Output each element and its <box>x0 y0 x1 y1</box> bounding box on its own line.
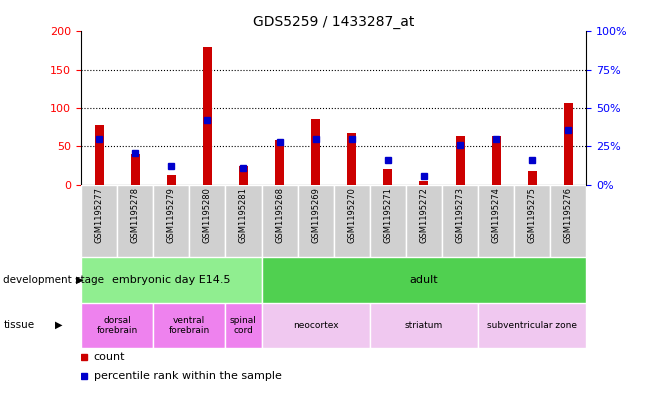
Text: GSM1195278: GSM1195278 <box>131 187 140 243</box>
Bar <box>334 185 370 257</box>
Bar <box>203 47 212 185</box>
Text: ventral
forebrain: ventral forebrain <box>168 316 210 335</box>
Bar <box>81 257 262 303</box>
Text: ▶: ▶ <box>76 275 84 285</box>
Text: GSM1195270: GSM1195270 <box>347 187 356 243</box>
Text: GSM1195280: GSM1195280 <box>203 187 212 243</box>
Text: GSM1195279: GSM1195279 <box>167 187 176 243</box>
Bar <box>226 303 262 348</box>
Bar <box>311 119 320 185</box>
Bar <box>370 185 406 257</box>
Bar <box>515 185 550 257</box>
Bar <box>167 175 176 185</box>
Text: count: count <box>93 352 125 362</box>
Bar <box>419 181 428 185</box>
Bar <box>262 185 297 257</box>
Text: GSM1195274: GSM1195274 <box>492 187 501 243</box>
Text: GSM1195268: GSM1195268 <box>275 187 284 243</box>
Text: striatum: striatum <box>405 321 443 330</box>
Bar <box>384 169 393 185</box>
Bar <box>492 136 501 185</box>
Text: GSM1195275: GSM1195275 <box>527 187 537 243</box>
Bar <box>239 165 248 185</box>
Text: dorsal
forebrain: dorsal forebrain <box>97 316 138 335</box>
Bar <box>189 185 226 257</box>
Bar <box>478 185 515 257</box>
Text: subventricular zone: subventricular zone <box>487 321 577 330</box>
Text: percentile rank within the sample: percentile rank within the sample <box>93 371 281 381</box>
Bar <box>275 140 284 185</box>
Text: embryonic day E14.5: embryonic day E14.5 <box>112 275 231 285</box>
Text: tissue: tissue <box>3 320 34 330</box>
Bar <box>95 125 104 185</box>
Bar <box>527 171 537 185</box>
Bar <box>564 103 573 185</box>
Text: GSM1195269: GSM1195269 <box>311 187 320 243</box>
Text: development stage: development stage <box>3 275 104 285</box>
Bar <box>370 303 478 348</box>
Title: GDS5259 / 1433287_at: GDS5259 / 1433287_at <box>253 15 415 29</box>
Bar <box>131 154 140 185</box>
Text: GSM1195276: GSM1195276 <box>564 187 573 243</box>
Bar <box>406 185 442 257</box>
Bar <box>226 185 262 257</box>
Bar <box>262 257 586 303</box>
Bar <box>153 303 226 348</box>
Text: GSM1195273: GSM1195273 <box>456 187 465 243</box>
Bar <box>81 303 153 348</box>
Bar <box>442 185 478 257</box>
Text: adult: adult <box>410 275 438 285</box>
Bar <box>262 303 370 348</box>
Text: GSM1195277: GSM1195277 <box>95 187 104 243</box>
Bar <box>347 132 356 185</box>
Bar <box>153 185 189 257</box>
Text: spinal
cord: spinal cord <box>230 316 257 335</box>
Text: GSM1195272: GSM1195272 <box>419 187 428 243</box>
Bar <box>117 185 153 257</box>
Text: neocortex: neocortex <box>293 321 338 330</box>
Text: GSM1195271: GSM1195271 <box>384 187 393 243</box>
Bar <box>456 136 465 185</box>
Bar <box>297 185 334 257</box>
Text: GSM1195281: GSM1195281 <box>239 187 248 243</box>
Bar <box>550 185 586 257</box>
Bar <box>478 303 586 348</box>
Text: ▶: ▶ <box>55 320 63 330</box>
Bar <box>81 185 117 257</box>
